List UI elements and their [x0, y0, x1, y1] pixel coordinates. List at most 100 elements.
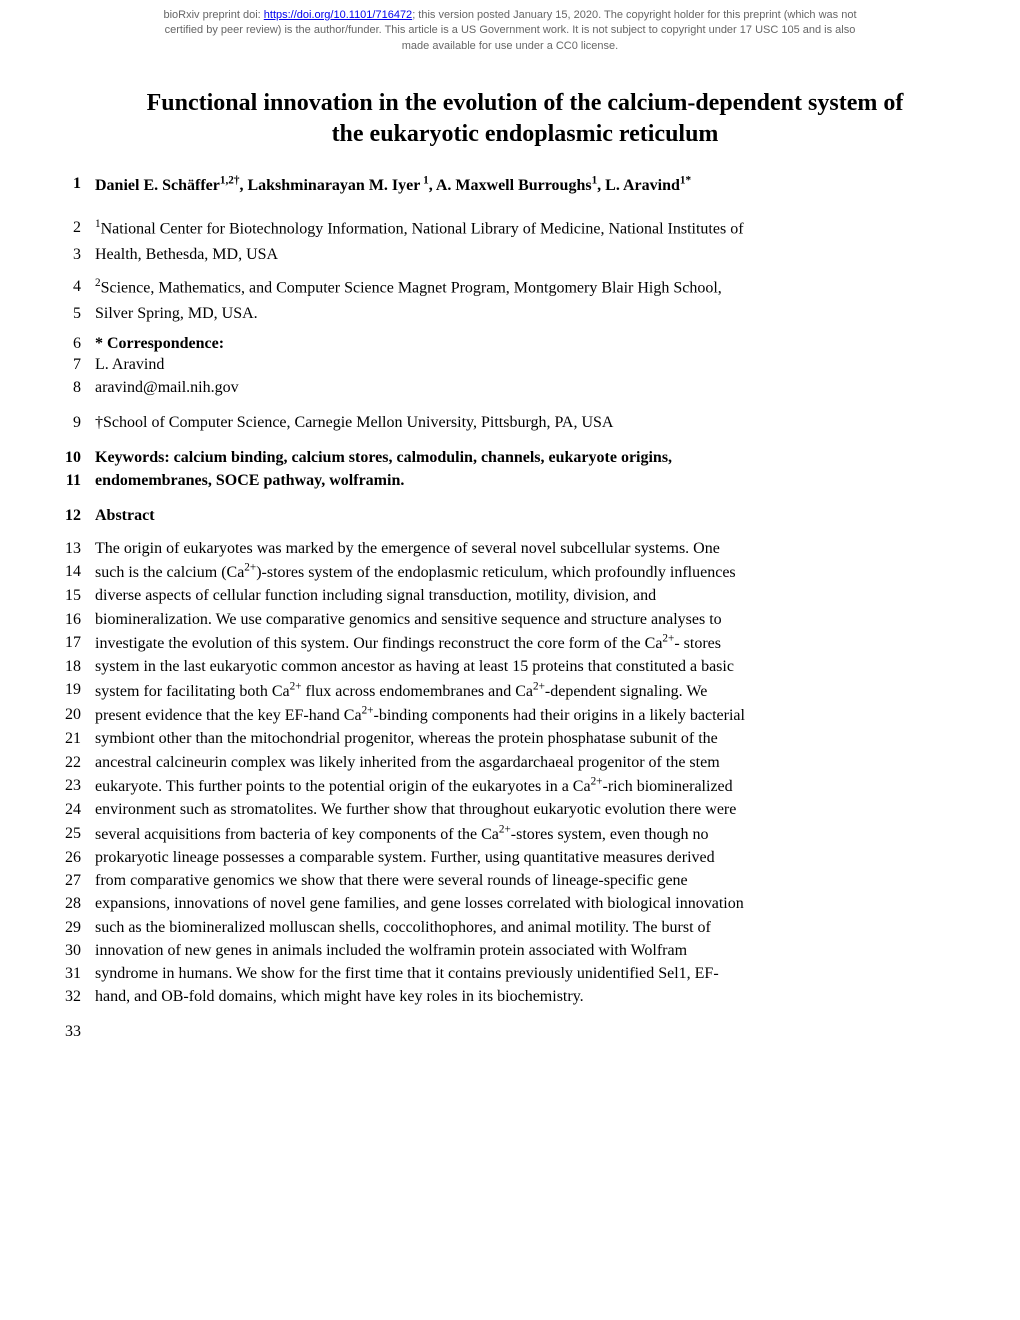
affiliation-text-cont: Health, Bethesda, MD, USA: [95, 246, 278, 263]
line-number: 27: [51, 869, 81, 892]
line-number: 24: [51, 798, 81, 821]
abstract-line: 31syndrome in humans. We show for the fi…: [95, 962, 955, 985]
abstract-line: 21symbiont other than the mitochondrial …: [95, 727, 955, 750]
affiliation-2-cont: 5 Silver Spring, MD, USA.: [95, 302, 955, 325]
preprint-line3: made available for use under a CC0 licen…: [402, 40, 618, 52]
line-number: 32: [51, 985, 81, 1008]
line-number: 11: [51, 469, 81, 492]
author-note-text: †School of Computer Science, Carnegie Me…: [95, 414, 613, 431]
abstract-line: 24environment such as stromatolites. We …: [95, 798, 955, 821]
line-number: 16: [51, 608, 81, 631]
abstract-line: 13The origin of eukaryotes was marked by…: [95, 537, 955, 560]
line-number: 9: [51, 411, 81, 434]
abstract-line: 20present evidence that the key EF-hand …: [95, 703, 955, 728]
line-number: 6: [51, 335, 81, 353]
keywords-text-1: Keywords: calcium binding, calcium store…: [95, 449, 672, 466]
abstract-line: 16biomineralization. We use comparative …: [95, 608, 955, 631]
line-number: 30: [51, 939, 81, 962]
line-number: 13: [51, 537, 81, 560]
line-number: 31: [51, 962, 81, 985]
abstract-line-text: The origin of eukaryotes was marked by t…: [95, 540, 720, 557]
authors-text: Daniel E. Schäffer1,2†, Lakshminarayan M…: [95, 177, 691, 194]
abstract-line: 15diverse aspects of cellular function i…: [95, 584, 955, 607]
abstract-line-text: from comparative genomics we show that t…: [95, 872, 688, 889]
affiliation-1: 2 1National Center for Biotechnology Inf…: [95, 217, 955, 241]
line-number: 22: [51, 751, 81, 774]
abstract-line: 25several acquisitions from bacteria of …: [95, 822, 955, 847]
correspondence-label: * Correspondence:: [95, 335, 224, 352]
affiliation-text: National Center for Biotechnology Inform…: [101, 220, 744, 237]
abstract-body: 13The origin of eukaryotes was marked by…: [95, 537, 955, 1009]
abstract-line: 23eukaryote. This further points to the …: [95, 774, 955, 799]
affiliation-text-cont: Silver Spring, MD, USA.: [95, 305, 258, 322]
abstract-line: 22ancestral calcineurin complex was like…: [95, 751, 955, 774]
abstract-line-text: syndrome in humans. We show for the firs…: [95, 965, 719, 982]
abstract-line-text: system in the last eukaryotic common anc…: [95, 658, 734, 675]
line-number: 10: [51, 446, 81, 469]
abstract-line: 19system for facilitating both Ca2+ flux…: [95, 678, 955, 703]
line-number: 7: [51, 353, 81, 376]
abstract-line-text: symbiont other than the mitochondrial pr…: [95, 730, 718, 747]
abstract-line-text: ancestral calcineurin complex was likely…: [95, 754, 720, 771]
preprint-line1-pre: bioRxiv preprint doi:: [163, 9, 263, 21]
trailing-line-number: 33: [95, 1020, 955, 1043]
abstract-line-text: such is the calcium (Ca2+)-stores system…: [95, 564, 736, 581]
affiliation-2: 4 2Science, Mathematics, and Computer Sc…: [95, 276, 955, 300]
abstract-line: 29such as the biomineralized molluscan s…: [95, 916, 955, 939]
abstract-line: 32hand, and OB-fold domains, which might…: [95, 985, 955, 1008]
correspondence-email: 8 aravind@mail.nih.gov: [95, 376, 955, 399]
abstract-line-text: eukaryote. This further points to the po…: [95, 778, 733, 795]
line-number: 1: [51, 175, 81, 193]
line-number: 12: [51, 507, 81, 525]
abstract-line-text: environment such as stromatolites. We fu…: [95, 801, 736, 818]
correspondence-block: 6 * Correspondence:: [95, 335, 955, 353]
line-number: 4: [51, 276, 81, 298]
abstract-line-text: innovation of new genes in animals inclu…: [95, 942, 687, 959]
line-number: 33: [51, 1020, 81, 1043]
abstract-heading: 12 Abstract: [95, 507, 955, 525]
abstract-line: 14such is the calcium (Ca2+)-stores syst…: [95, 560, 955, 585]
affiliation-1-cont: 3 Health, Bethesda, MD, USA: [95, 243, 955, 266]
abstract-line: 18system in the last eukaryotic common a…: [95, 655, 955, 678]
abstract-line-text: prokaryotic lineage possesses a comparab…: [95, 849, 715, 866]
page-content: Functional innovation in the evolution o…: [0, 58, 1020, 1073]
affiliation-text: Science, Mathematics, and Computer Scien…: [101, 279, 722, 296]
preprint-line1-post: ; this version posted January 15, 2020. …: [412, 9, 856, 21]
keywords-line1: 10 Keywords: calcium binding, calcium st…: [95, 446, 955, 469]
line-number: 21: [51, 727, 81, 750]
abstract-line: 28expansions, innovations of novel gene …: [95, 892, 955, 915]
abstract-line-text: biomineralization. We use comparative ge…: [95, 611, 722, 628]
line-number: 29: [51, 916, 81, 939]
line-number: 15: [51, 584, 81, 607]
abstract-heading-text: Abstract: [95, 507, 155, 524]
abstract-line: 17investigate the evolution of this syst…: [95, 631, 955, 656]
line-number: 26: [51, 846, 81, 869]
line-number: 8: [51, 376, 81, 399]
line-number: 25: [51, 822, 81, 845]
keywords-line2: 11 endomembranes, SOCE pathway, wolframi…: [95, 469, 955, 492]
abstract-line: 27from comparative genomics we show that…: [95, 869, 955, 892]
authors-line: 1 Daniel E. Schäffer1,2†, Lakshminarayan…: [95, 175, 955, 195]
preprint-banner: bioRxiv preprint doi: https://doi.org/10…: [0, 0, 1020, 58]
line-number: 5: [51, 302, 81, 325]
abstract-line-text: investigate the evolution of this system…: [95, 635, 721, 652]
line-number: 17: [51, 631, 81, 654]
abstract-line-text: present evidence that the key EF-hand Ca…: [95, 707, 745, 724]
doi-link[interactable]: https://doi.org/10.1101/716472: [264, 9, 412, 21]
line-number: 18: [51, 655, 81, 678]
abstract-line-text: diverse aspects of cellular function inc…: [95, 587, 656, 604]
abstract-line: 26prokaryotic lineage possesses a compar…: [95, 846, 955, 869]
line-number: 2: [51, 217, 81, 239]
line-number: 3: [51, 243, 81, 266]
preprint-line2: certified by peer review) is the author/…: [165, 24, 856, 36]
correspondence-email-text: aravind@mail.nih.gov: [95, 379, 239, 396]
line-number: 28: [51, 892, 81, 915]
abstract-line-text: several acquisitions from bacteria of ke…: [95, 826, 709, 843]
abstract-line: 30innovation of new genes in animals inc…: [95, 939, 955, 962]
paper-title: Functional innovation in the evolution o…: [135, 88, 915, 150]
line-number: 23: [51, 774, 81, 797]
abstract-line-text: hand, and OB-fold domains, which might h…: [95, 988, 584, 1005]
line-number: 19: [51, 678, 81, 701]
author-note: 9 †School of Computer Science, Carnegie …: [95, 411, 955, 434]
line-number: 14: [51, 560, 81, 583]
